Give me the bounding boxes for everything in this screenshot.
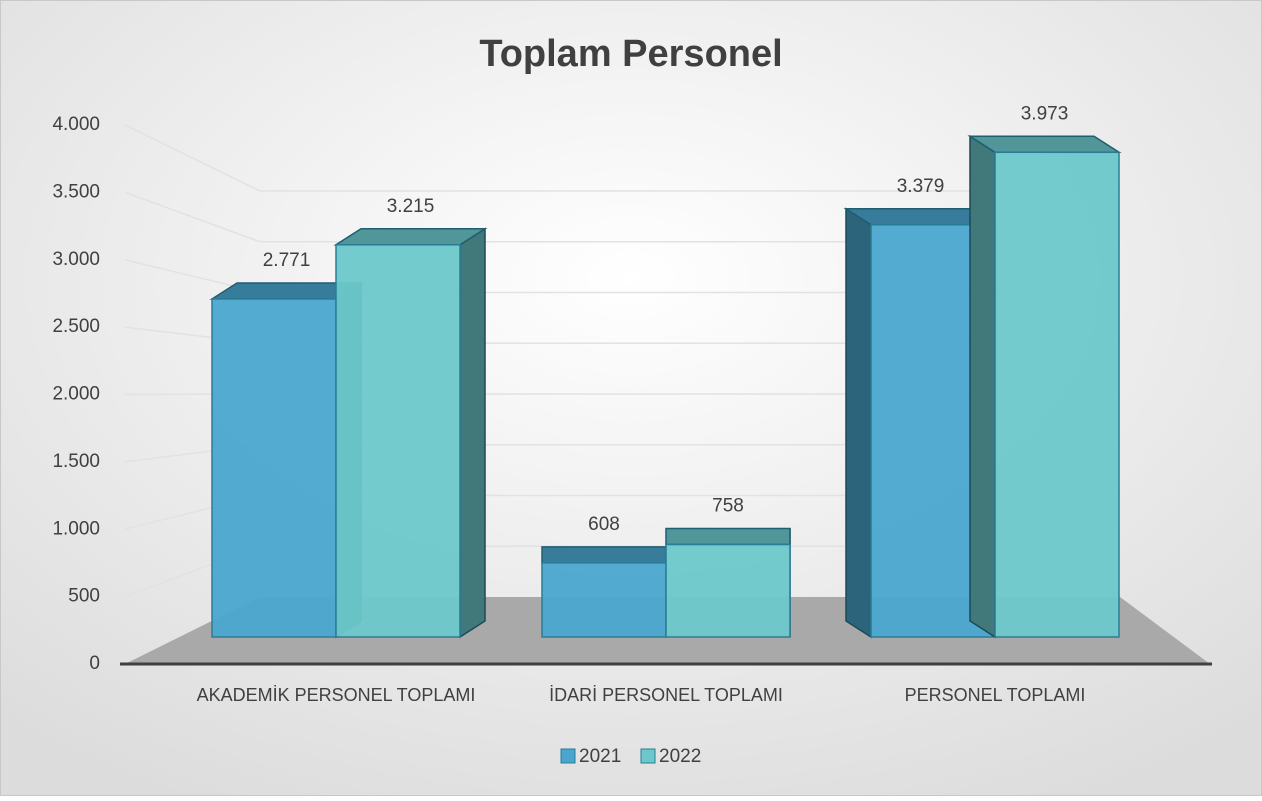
y-tick-label: 1.000 xyxy=(52,518,100,539)
legend-swatch xyxy=(640,748,656,764)
x-tick-label: İDARİ PERSONEL TOPLAMI xyxy=(549,685,783,705)
x-tick-label: AKADEMİK PERSONEL TOPLAMI xyxy=(197,685,476,705)
bar-front xyxy=(665,543,791,638)
data-label: 2.771 xyxy=(263,250,311,271)
bar xyxy=(333,227,488,639)
bar-side xyxy=(845,207,872,639)
y-tick-label: 2.500 xyxy=(52,316,100,337)
y-tick-label: 0 xyxy=(89,653,100,674)
data-label: 758 xyxy=(712,496,744,517)
bar xyxy=(541,546,667,638)
bar-top xyxy=(967,135,1122,154)
chart-title: Toplam Personel xyxy=(479,33,782,75)
bar-front xyxy=(994,151,1120,638)
bar-front xyxy=(335,244,461,638)
bar-top xyxy=(665,527,791,546)
bar-side xyxy=(969,134,996,639)
bar-top xyxy=(541,546,667,564)
y-tick-label: 2.000 xyxy=(52,384,100,405)
bar-front xyxy=(541,562,667,638)
grid-line xyxy=(124,124,261,192)
bar-top xyxy=(333,228,488,246)
legend-label: 2021 xyxy=(579,746,621,767)
data-label: 3.215 xyxy=(387,196,435,217)
bar-front xyxy=(211,298,337,638)
y-tick-label: 4.000 xyxy=(52,114,100,135)
data-label: 608 xyxy=(588,514,620,535)
y-tick-label: 3.000 xyxy=(52,249,100,270)
y-tick-label: 500 xyxy=(68,586,100,607)
legend-swatch xyxy=(560,748,576,764)
bar xyxy=(967,134,1122,639)
data-label: 3.379 xyxy=(897,176,945,197)
legend-label: 2022 xyxy=(659,746,701,767)
x-tick-label: PERSONEL TOPLAMI xyxy=(905,685,1086,705)
bar xyxy=(665,527,791,638)
y-tick-label: 1.500 xyxy=(52,451,100,472)
y-tick-label: 3.500 xyxy=(52,181,100,202)
grid-line xyxy=(124,191,261,243)
bar-side xyxy=(459,227,486,639)
data-label: 3.973 xyxy=(1021,103,1069,124)
